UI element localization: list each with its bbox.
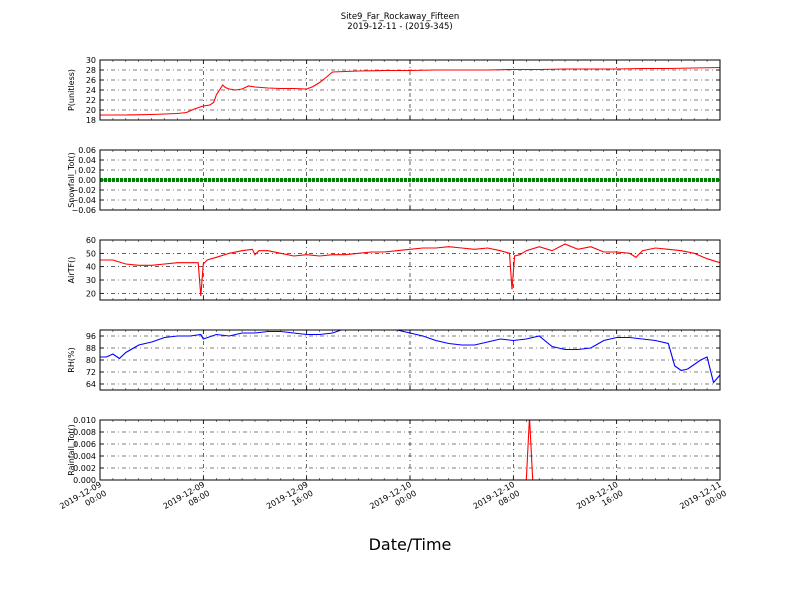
y-tick-label: 0.00	[78, 176, 96, 185]
y-tick-label: 88	[86, 344, 96, 353]
y-tick-label: 26	[86, 76, 96, 85]
y-tick-label: 0.06	[78, 146, 96, 155]
panel-4: 64 72 80 88 96 RH(%)	[67, 329, 721, 391]
series-line	[100, 420, 720, 480]
y-tick-label: 64	[86, 380, 96, 389]
panel-frame	[99, 149, 721, 211]
y-tick-label: 60	[86, 236, 96, 245]
y-tick-label: 20	[86, 289, 96, 298]
y-tick-label: 20	[86, 106, 96, 115]
y-tick-label: 0.010	[73, 416, 96, 425]
y-tick-label: 0.004	[73, 452, 96, 461]
series-line	[100, 66, 720, 116]
panel-frame	[99, 329, 721, 391]
panel-frame	[99, 59, 721, 121]
y-tick-label: 0.04	[78, 156, 96, 165]
y-tick-label: 24	[86, 86, 96, 95]
y-tick-label: 40	[86, 263, 96, 272]
panel-5: 0.000 0.002 0.004 0.006 0.008 0.010Rainfall_T…	[67, 416, 721, 485]
panel-2: −0.06−0.04−0.020.000.020.040.06Snowfall_…	[67, 146, 721, 215]
panel-frame	[99, 419, 721, 481]
y-tick-label: 0.000	[73, 476, 96, 485]
y-tick-label: 72	[86, 368, 96, 377]
y-tick-label: −0.02	[71, 186, 96, 195]
series-line	[100, 243, 720, 297]
y-tick-label: 80	[86, 356, 96, 365]
y-tick-label: 28	[86, 66, 96, 75]
y-axis-label: Snowfall_Tot()	[67, 152, 76, 208]
y-tick-label: 50	[86, 249, 96, 258]
y-axis-label: Rainfall_Tot()	[67, 424, 76, 476]
y-tick-label: 30	[86, 56, 96, 65]
panel-frame	[99, 239, 721, 301]
figure-subtitle: 2019-12-11 - (2019-345)	[347, 22, 452, 32]
panel-3: 20 30 40 50 60 AirTF()	[67, 236, 721, 301]
y-tick-label: 0.006	[73, 440, 96, 449]
y-axis-label: AirTF()	[67, 257, 76, 284]
y-tick-label: 0.008	[73, 428, 96, 437]
y-axis-label: P(unitless)	[67, 69, 76, 111]
y-axis-label: RH(%)	[67, 347, 76, 372]
panels: 18202224262830P(unitless)−0.06−0.04−0.02…	[67, 56, 721, 485]
y-tick-label: 0.02	[78, 166, 96, 175]
y-tick-label: 18	[86, 116, 96, 125]
x-axis-label: Date/Time	[369, 535, 452, 554]
y-tick-label: 96	[86, 332, 96, 341]
series-line	[100, 330, 720, 384]
y-tick-label: −0.06	[71, 206, 96, 215]
y-tick-label: 0.002	[73, 464, 96, 473]
figure-title: Site9_Far_Rockaway_Fifteen	[341, 12, 460, 22]
y-tick-label: 22	[86, 96, 96, 105]
y-tick-label: 30	[86, 276, 96, 285]
y-tick-label: −0.04	[71, 196, 96, 205]
